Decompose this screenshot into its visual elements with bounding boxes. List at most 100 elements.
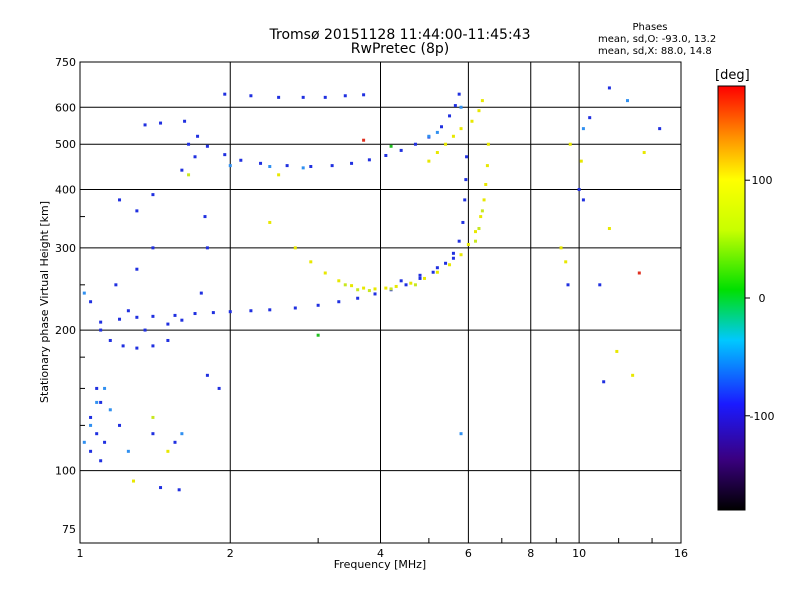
data-point — [564, 260, 568, 264]
data-point — [482, 198, 486, 202]
data-point — [183, 119, 187, 123]
data-point — [330, 164, 334, 168]
data-point — [196, 134, 200, 138]
chart-subtitle: RwPretec (8p) — [350, 41, 450, 57]
data-point — [89, 300, 93, 304]
data-point — [277, 173, 281, 177]
data-point — [249, 94, 253, 98]
data-point — [103, 440, 107, 444]
data-point — [631, 373, 635, 377]
x-axis: 1 2 4 6 8 10 16 — [77, 538, 688, 560]
data-point — [82, 440, 86, 444]
data-point — [637, 271, 641, 275]
colorbar: 100 0 -100 — [717, 85, 775, 511]
data-point — [435, 266, 439, 270]
data-point — [568, 142, 572, 146]
data-point — [448, 263, 452, 267]
data-point — [228, 164, 232, 168]
data-point — [99, 320, 103, 324]
data-point — [459, 127, 463, 131]
data-point — [356, 296, 360, 300]
data-point — [193, 155, 197, 159]
data-point — [180, 318, 184, 322]
data-point — [581, 127, 585, 131]
data-point — [485, 164, 489, 168]
data-point — [350, 284, 354, 288]
data-point — [457, 239, 461, 243]
data-point — [362, 138, 366, 142]
data-point — [463, 198, 467, 202]
data-point — [566, 283, 570, 287]
data-point — [199, 291, 203, 295]
data-point — [132, 479, 136, 483]
data-point — [486, 142, 490, 146]
data-point — [473, 239, 477, 243]
data-point — [99, 328, 103, 332]
x-tick-label: 1 — [77, 547, 84, 560]
data-point — [135, 209, 139, 213]
data-point — [658, 127, 662, 131]
colorbar-gradient — [717, 85, 746, 511]
y-axis: 75 100 200 300 400 500 600 750 — [55, 56, 85, 536]
data-point — [451, 256, 455, 260]
data-point — [108, 408, 112, 412]
data-point — [159, 121, 163, 125]
data-point — [477, 227, 481, 231]
data-point — [151, 415, 155, 419]
data-point — [316, 303, 320, 307]
data-point — [293, 246, 297, 250]
colorbar-title: [deg] — [715, 68, 750, 83]
data-point — [217, 386, 221, 390]
data-point — [389, 287, 393, 291]
data-point — [151, 314, 155, 318]
y-tick-label: 75 — [62, 523, 76, 536]
data-point — [399, 148, 403, 152]
data-point — [394, 284, 398, 288]
data-point — [259, 161, 263, 165]
data-point — [373, 292, 377, 296]
data-point — [384, 153, 388, 157]
data-point — [309, 165, 313, 169]
y-tick-label: 600 — [55, 101, 76, 114]
data-point — [203, 215, 207, 219]
data-point — [418, 273, 422, 277]
data-point — [151, 432, 155, 436]
phases-o-stats: mean, sd,O: -93.0, 13.2 — [598, 34, 717, 45]
y-tick-label: 750 — [55, 56, 76, 69]
data-point — [166, 449, 170, 453]
data-point — [239, 158, 243, 162]
data-point — [166, 338, 170, 342]
data-point — [337, 300, 341, 304]
data-point — [126, 449, 130, 453]
data-point — [223, 92, 227, 96]
data-point — [343, 283, 347, 287]
data-point — [444, 142, 448, 146]
data-point — [479, 215, 483, 219]
data-point — [323, 95, 327, 99]
data-point — [95, 386, 99, 390]
data-point — [135, 267, 139, 271]
data-point — [228, 310, 232, 314]
data-point — [118, 423, 122, 427]
data-point — [453, 104, 457, 108]
x-tick-label: 10 — [572, 547, 586, 560]
data-point — [187, 173, 191, 177]
data-point — [95, 400, 99, 404]
data-point — [473, 230, 477, 234]
data-point — [180, 168, 184, 172]
data-point — [427, 134, 431, 138]
data-point — [166, 322, 170, 326]
colorbar-tick-label: -100 — [750, 410, 775, 423]
data-point — [435, 151, 439, 155]
data-point — [187, 142, 191, 146]
x-tick-label: 8 — [527, 547, 534, 560]
data-point — [607, 86, 611, 90]
data-point — [607, 227, 611, 231]
data-point — [484, 182, 488, 186]
data-point — [440, 125, 444, 129]
phases-heading: Phases — [632, 22, 668, 33]
data-point — [99, 459, 103, 463]
data-point — [356, 288, 360, 292]
data-point — [89, 449, 93, 453]
